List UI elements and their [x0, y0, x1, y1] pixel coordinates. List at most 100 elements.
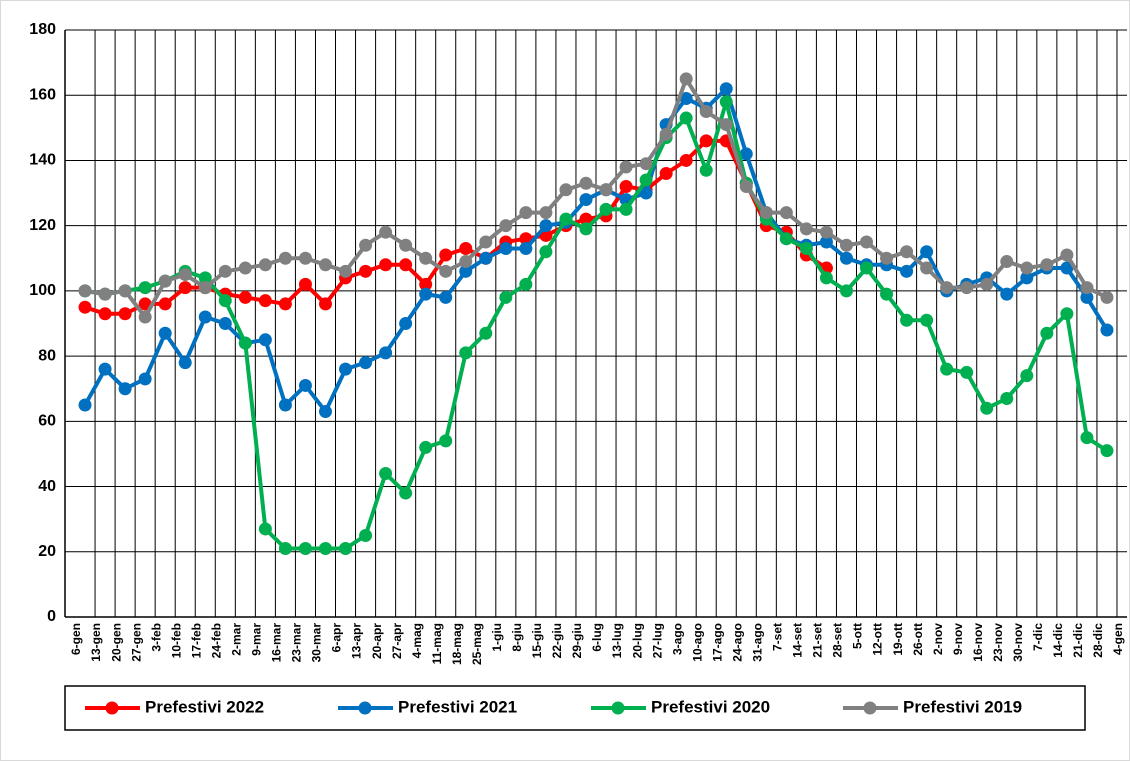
x-tick-label: 20-gen	[109, 623, 123, 662]
y-tick-label: 80	[38, 347, 56, 364]
point	[659, 166, 673, 180]
point	[679, 72, 693, 86]
point	[178, 281, 192, 295]
x-tick-label: 14-dic	[1051, 623, 1065, 658]
point	[298, 378, 312, 392]
series-line	[84, 76, 1108, 319]
point	[158, 297, 172, 311]
point	[739, 180, 753, 194]
point	[1020, 369, 1034, 383]
x-tick-label: 28-dic	[1091, 623, 1105, 658]
point	[439, 434, 453, 448]
legend-marker	[611, 701, 625, 715]
point	[278, 542, 292, 556]
x-tick-label: 6-lug	[590, 623, 604, 652]
point	[439, 264, 453, 278]
series-line	[84, 99, 1109, 551]
point	[238, 290, 252, 304]
y-tick-label: 140	[29, 152, 56, 169]
x-tick-label: 4-gen	[1111, 623, 1125, 655]
point	[539, 219, 553, 233]
point	[1040, 258, 1054, 272]
point	[218, 294, 232, 308]
point	[519, 277, 533, 291]
point	[819, 235, 833, 249]
point	[679, 111, 693, 125]
point	[278, 398, 292, 412]
x-tick-label: 5-ott	[851, 623, 865, 649]
point	[399, 317, 413, 330]
x-tick-label: 24-feb	[209, 623, 223, 658]
legend-marker	[863, 701, 877, 715]
x-tick-label: 3-feb	[149, 623, 163, 652]
point	[158, 274, 172, 288]
point	[419, 287, 433, 301]
x-tick-label: 7-dic	[1031, 623, 1045, 651]
point	[1000, 287, 1014, 301]
point	[539, 245, 553, 259]
point	[799, 222, 813, 236]
legend-box	[64, 685, 1086, 731]
x-tick-label: 27-apr	[390, 623, 404, 659]
point	[519, 241, 533, 255]
point	[499, 241, 513, 255]
x-tick-label: 31-ago	[750, 623, 764, 662]
point	[238, 336, 252, 350]
point	[860, 261, 874, 275]
y-tick-label: 160	[29, 86, 56, 103]
point	[880, 287, 894, 301]
y-tick-label: 100	[29, 282, 56, 299]
x-tick-label: 8-giu	[510, 623, 524, 652]
y-tick-label: 0	[47, 608, 56, 625]
point	[359, 528, 373, 542]
x-tick-label: 14-set	[791, 623, 805, 658]
point	[779, 206, 793, 220]
point	[278, 297, 292, 311]
point	[258, 294, 272, 308]
point	[379, 346, 393, 360]
x-tick-label: 27-lug	[650, 623, 664, 658]
point	[318, 258, 332, 272]
legend-label: Prefestivi 2020	[651, 697, 770, 716]
point	[1040, 326, 1054, 340]
point	[1100, 290, 1114, 304]
x-tick-label: 9-mar	[250, 623, 264, 656]
point	[619, 180, 633, 194]
point	[298, 251, 312, 265]
point	[78, 300, 92, 314]
x-tick-label: 1-giu	[490, 623, 504, 652]
x-tick-label: 23-mar	[290, 623, 304, 663]
point	[98, 287, 112, 301]
point	[158, 326, 172, 340]
x-tick-label: 30-mar	[310, 623, 324, 663]
point	[138, 281, 152, 295]
x-tick-label: 23-nov	[991, 623, 1005, 662]
point	[479, 235, 493, 249]
x-tick-label: 27-gen	[129, 623, 143, 662]
point	[599, 183, 613, 197]
x-tick-label: 13-lug	[610, 623, 624, 658]
x-tick-label: 30-nov	[1011, 623, 1025, 662]
point	[178, 356, 192, 370]
x-tick-label: 16-mar	[270, 623, 284, 663]
point	[1100, 323, 1114, 337]
point	[920, 245, 934, 259]
x-tick-label: 28-set	[831, 623, 845, 658]
point	[900, 245, 914, 259]
x-tick-label: 13-gen	[89, 623, 103, 662]
point	[739, 147, 753, 161]
point	[940, 362, 954, 376]
point	[339, 542, 353, 556]
series-line	[83, 86, 1109, 414]
point	[900, 264, 914, 278]
x-tick-label: 22-giu	[550, 623, 564, 658]
point	[379, 467, 393, 481]
point	[118, 382, 132, 396]
legend-marker	[105, 701, 119, 715]
point	[819, 225, 833, 239]
point	[479, 326, 493, 340]
point	[920, 261, 934, 275]
point	[559, 183, 573, 197]
point	[419, 251, 433, 265]
